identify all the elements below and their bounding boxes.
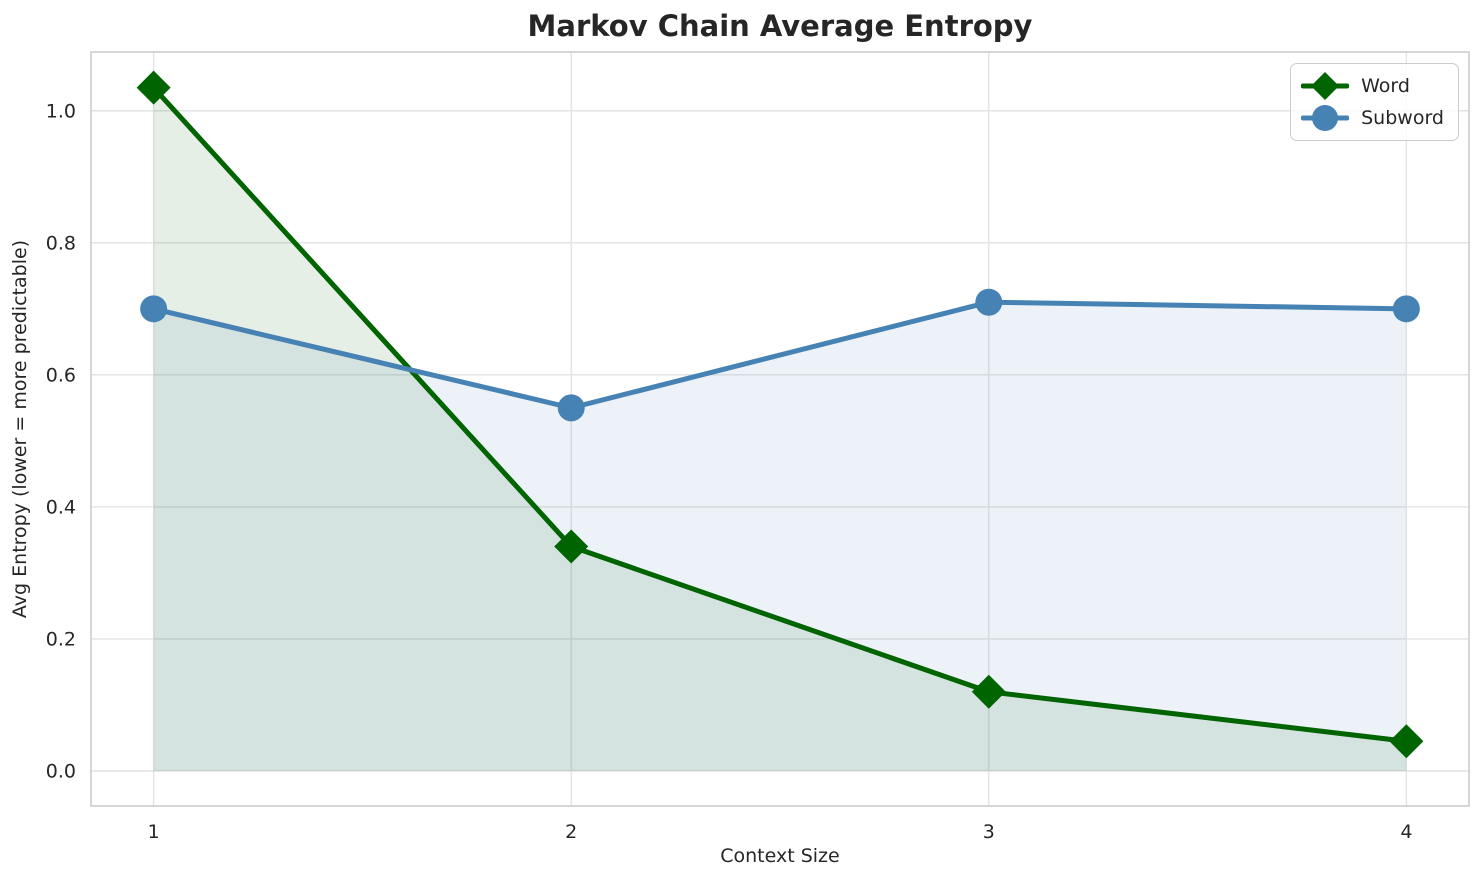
y-tick-label: 0.6 <box>46 364 76 386</box>
y-tick-label: 0.4 <box>46 496 76 518</box>
marker-circle-subword <box>557 394 585 422</box>
x-tick-label: 4 <box>1400 821 1412 843</box>
line-word <box>151 85 1409 744</box>
legend-item-subword: Subword <box>1301 103 1444 133</box>
y-tick-label: 1.0 <box>46 100 76 122</box>
legend-marker-circle-icon <box>1301 105 1350 131</box>
marker-diamond-word <box>136 70 171 105</box>
x-tick-label: 2 <box>565 821 577 843</box>
chart-title: Markov Chain Average Entropy <box>527 9 1033 43</box>
plot-background <box>91 52 1469 806</box>
x-tick-label: 3 <box>983 821 995 843</box>
area-fill-word <box>153 87 1407 772</box>
marker-circle-subword <box>1392 295 1420 323</box>
y-tick-label: 0.0 <box>46 761 76 783</box>
marker-circle-subword <box>975 288 1003 316</box>
legend-label: Word <box>1361 75 1410 97</box>
legend: Word Subword <box>1290 63 1459 141</box>
line-subword <box>151 299 1409 411</box>
marker-diamond-word <box>554 529 589 564</box>
marker-diamond-word <box>971 674 1006 709</box>
area-fill-subword <box>153 302 1407 772</box>
plot-border <box>90 51 1470 807</box>
y-axis-label: Avg Entropy (lower = more predictable) <box>9 239 31 619</box>
legend-marker-diamond-icon <box>1301 72 1350 100</box>
legend-label: Subword <box>1361 107 1444 129</box>
y-tick-label: 0.8 <box>46 232 76 254</box>
legend-item-word: Word <box>1301 71 1444 101</box>
marker-circle-subword <box>140 295 168 323</box>
x-axis-label: Context Size <box>720 845 840 867</box>
y-tick-label: 0.2 <box>46 628 76 650</box>
x-tick-label: 1 <box>148 821 160 843</box>
marker-diamond-word <box>1389 724 1424 759</box>
